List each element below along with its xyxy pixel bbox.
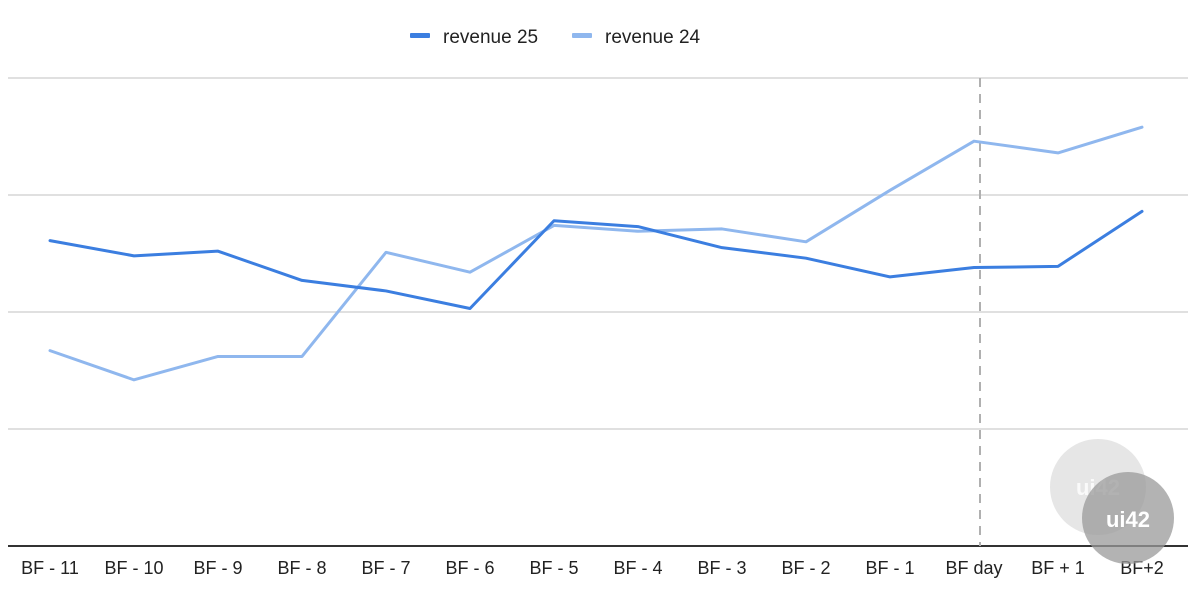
x-tick-label: BF - 6 [445,558,494,578]
x-tick-label: BF - 3 [697,558,746,578]
x-axis: BF - 11 BF - 10 BF - 9 BF - 8 BF - 7 BF - 6 BF… [21,558,1164,578]
chart-grid [8,77,1188,547]
watermark-circle [1082,472,1174,564]
x-tick-label: BF day [945,558,1002,578]
legend-label: revenue 25 [443,27,538,48]
x-tick-label: BF - 11 [21,558,79,578]
legend-label: revenue 24 [605,27,701,48]
series-line-revenue-25 [48,209,1144,310]
legend-swatch [410,33,430,38]
x-tick-label: BF - 10 [104,558,163,578]
x-tick-label: BF + 1 [1031,558,1085,578]
ui42-logo-icon: ui42ui42 [1050,439,1174,564]
x-tick-label: BF - 4 [613,558,662,578]
watermark-text: ui42 [1106,507,1150,532]
x-tick-label: BF - 2 [781,558,830,578]
series-line-revenue-24 [48,125,1144,382]
x-tick-label: BF - 8 [277,558,326,578]
chart-legend: revenue 25 revenue 24 [410,27,701,48]
x-tick-label: BF - 1 [865,558,914,578]
x-tick-label: BF - 7 [361,558,410,578]
legend-swatch [572,33,592,38]
x-tick-label: BF - 5 [529,558,578,578]
x-tick-label: BF - 9 [193,558,242,578]
chart-series [48,125,1144,382]
